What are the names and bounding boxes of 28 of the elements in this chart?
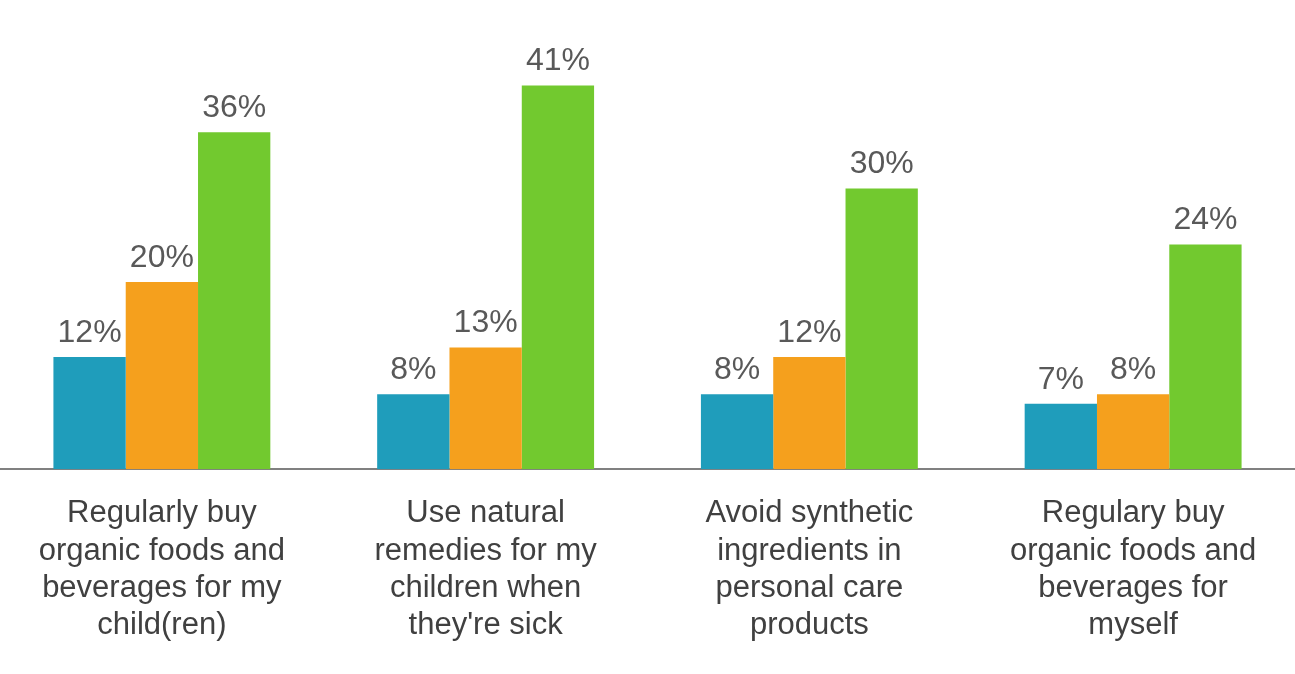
bar (1024, 403, 1097, 470)
bar (449, 347, 522, 470)
bar (1169, 244, 1242, 470)
bar (125, 282, 199, 470)
data-label: 36% (202, 88, 267, 125)
bar (198, 132, 271, 470)
data-label: 13% (453, 303, 518, 340)
data-label: 12% (57, 312, 122, 349)
data-label: 30% (849, 144, 914, 181)
data-label: 24% (1173, 200, 1238, 237)
bar (845, 188, 918, 470)
bar (700, 394, 774, 470)
bar (377, 394, 450, 470)
data-label: 20% (129, 237, 194, 274)
bar (773, 356, 846, 470)
data-label: 12% (777, 312, 842, 349)
data-label: 41% (525, 41, 590, 78)
x-tick-label: Avoid synthetic ingredients in personal care products (705, 494, 914, 641)
x-tick-label: Use natural remedies for my children when they're sick (374, 494, 598, 641)
data-label: 8% (390, 350, 437, 387)
data-label: 8% (1110, 350, 1157, 387)
bar (53, 356, 126, 470)
bar (521, 85, 595, 470)
data-label: 8% (713, 350, 761, 387)
x-tick-label: Regularly buy organic foods and beverages for my child(ren) (38, 494, 286, 641)
data-label: 7% (1037, 359, 1084, 396)
bar (1096, 394, 1170, 470)
x-tick-label: Regulary buy organic foods and beverages for myself (1009, 494, 1257, 641)
